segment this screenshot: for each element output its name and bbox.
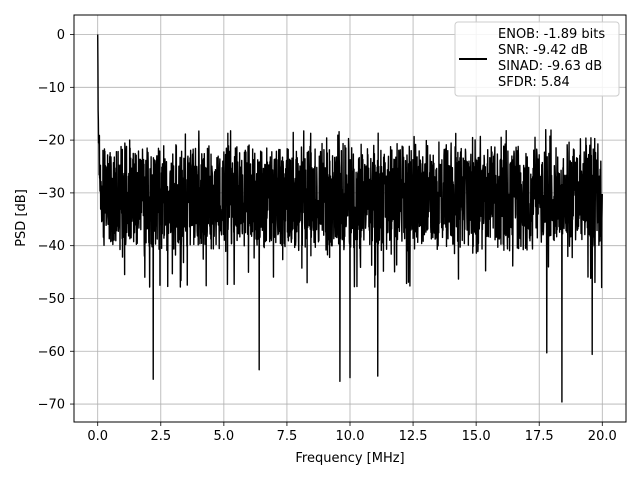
y-tick-label: −10: [38, 81, 65, 96]
psd-series-line: [97, 34, 603, 403]
y-tick-label: −70: [38, 398, 65, 413]
x-axis-label: Frequency [MHz]: [295, 451, 404, 466]
x-axis-ticks: 0.0 2.5 5.0 7.5 10.0 12.5 15.0 17.5 20.0: [87, 422, 617, 444]
y-axis-ticks: 0 −10 −20 −30 −40 −50 −60 −70: [38, 28, 74, 413]
x-tick-label: 10.0: [336, 429, 365, 444]
y-tick-label: −20: [38, 134, 65, 149]
legend-text-sfdr: SFDR: 5.84: [498, 75, 570, 90]
series-group: [97, 34, 603, 403]
legend-box: [454, 21, 620, 97]
legend-text-enob: ENOB: -1.89 bits: [498, 27, 605, 42]
y-tick-label: 0: [57, 28, 65, 43]
legend: ENOB: -1.89 bits SNR: -9.42 dB SINAD: -9…: [454, 21, 620, 97]
x-tick-label: 17.5: [525, 429, 554, 444]
y-tick-label: −30: [38, 186, 65, 201]
y-axis-label: PSD [dB]: [14, 189, 29, 247]
x-tick-label: 5.0: [214, 429, 235, 444]
x-tick-label: 2.5: [150, 429, 171, 444]
y-tick-label: −40: [38, 239, 65, 254]
x-tick-label: 15.0: [462, 429, 491, 444]
legend-text-snr: SNR: -9.42 dB: [498, 43, 588, 58]
y-tick-label: −60: [38, 345, 65, 360]
x-tick-label: 7.5: [277, 429, 298, 444]
x-tick-label: 12.5: [399, 429, 428, 444]
y-tick-label: −50: [38, 292, 65, 307]
x-tick-label: 0.0: [87, 429, 108, 444]
x-tick-label: 20.0: [588, 429, 617, 444]
legend-text-sinad: SINAD: -9.63 dB: [498, 59, 602, 74]
